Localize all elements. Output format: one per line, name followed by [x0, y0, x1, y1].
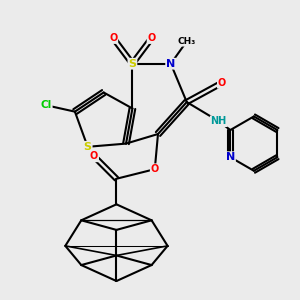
Text: S: S: [128, 59, 136, 69]
Text: O: O: [109, 33, 117, 43]
Text: NH: NH: [211, 116, 227, 126]
Text: O: O: [218, 78, 226, 88]
Text: N: N: [226, 152, 235, 162]
Text: Cl: Cl: [40, 100, 52, 110]
Text: CH₃: CH₃: [178, 37, 196, 46]
Text: O: O: [151, 164, 159, 174]
Text: O: O: [90, 152, 98, 161]
Text: O: O: [148, 33, 156, 43]
Text: S: S: [84, 142, 92, 152]
Text: N: N: [166, 59, 176, 69]
